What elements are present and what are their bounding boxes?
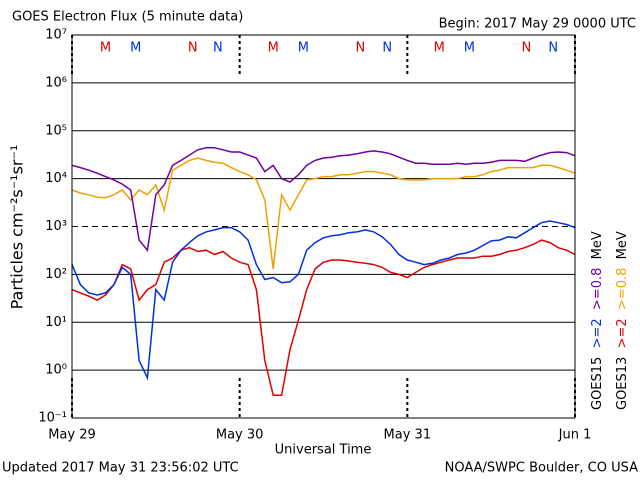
x-tick-label: May 30 [216,428,264,443]
chart-title: GOES Electron Flux (5 minute data) [12,10,243,25]
orbit-marker: N [213,41,223,56]
orbit-marker: N [522,41,532,56]
orbit-marker: M [268,41,279,56]
legend-unit: MeV [590,231,605,259]
y-axis-label: Particles cm⁻²s⁻¹sr⁻¹ [8,145,27,310]
series-line [71,220,576,381]
chart-subtitle: Begin: 2017 May 29 0000 UTC [439,17,636,32]
legend-entry: >=0.8 [615,268,630,310]
x-axis-label: Universal Time [275,443,372,458]
footer-right: NOAA/SWPC Boulder, CO USA [445,461,638,476]
y-tick-label: 10⁰ [45,363,67,378]
footer-left: Updated 2017 May 31 23:56:02 UTC [2,461,239,476]
orbit-marker: M [100,41,111,56]
y-tick-label: 10⁶ [45,75,67,90]
orbit-marker: N [548,41,558,56]
legend: GOES13 >=2 >=0.8 MeV [615,223,630,410]
legend-group: GOES13 [615,357,630,410]
series-line [71,157,576,269]
y-tick-label: 10¹ [45,315,67,330]
legend-entry: >=2 [590,318,605,348]
x-tick-label: May 31 [384,428,432,443]
series-line [71,239,576,396]
y-tick-label: 10⁷ [45,28,67,43]
legend-entry: >=0.8 [590,268,605,310]
orbit-marker: N [382,41,392,56]
y-tick-label: 10⁻¹ [38,411,67,426]
orbit-marker: M [464,41,475,56]
y-tick-label: 10³ [45,219,67,234]
legend-unit: MeV [615,231,630,259]
x-tick-label: May 29 [48,428,96,443]
x-tick-label: Jun 1 [558,428,592,443]
legend-entry: >=2 [615,318,630,348]
orbit-marker: N [356,41,366,56]
orbit-marker: M [434,41,445,56]
series-line [71,147,576,252]
y-tick-label: 10² [45,267,67,282]
orbit-marker: N [188,41,198,56]
plot-area: 10⁻¹ 10⁰ 10¹ 10² 10³ 10⁴ 10⁵ 10⁶ 10⁷ May 29 May 30… [38,28,591,443]
orbit-marker: M [130,41,141,56]
orbit-marker: M [298,41,309,56]
legend-group: GOES15 [590,357,605,410]
plot-frame [71,34,576,419]
y-tick-label: 10⁵ [45,123,67,138]
legend: GOES15 >=2 >=0.8 MeV [590,223,605,410]
y-tick-label: 10⁴ [45,171,67,186]
